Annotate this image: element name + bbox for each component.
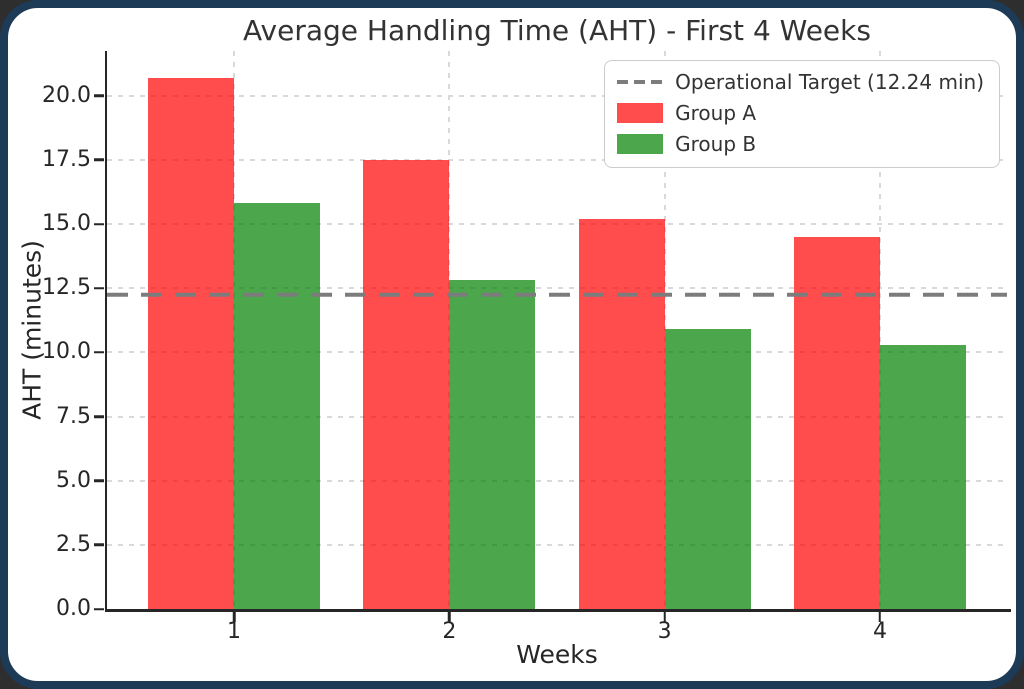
y-tick-mark xyxy=(94,158,104,162)
bar-group-a-week-2 xyxy=(363,159,450,609)
bar-group-a-week-1 xyxy=(147,77,235,609)
bar-group-b-week-2 xyxy=(449,280,536,609)
y-tick-mark xyxy=(94,94,104,97)
horizontal-gridline xyxy=(107,543,1007,546)
y-tick-label: 10.0 xyxy=(42,339,91,365)
y-axis-spine xyxy=(104,51,107,612)
bar-group-b-week-3 xyxy=(664,329,751,609)
y-axis-label: AHT (minutes) xyxy=(17,240,47,420)
horizontal-gridline xyxy=(107,479,1007,482)
x-tick-label: 4 xyxy=(872,619,887,644)
y-tick-label: 12.5 xyxy=(42,275,91,301)
y-tick-label: 0.0 xyxy=(56,596,91,621)
legend: Operational Target (12.24 min) Group A G… xyxy=(604,60,1000,168)
y-tick-mark xyxy=(94,607,104,611)
y-tick-label: 7.5 xyxy=(56,403,91,429)
horizontal-gridline xyxy=(107,415,1007,418)
y-tick-mark xyxy=(94,543,104,547)
group-a-swatch-icon xyxy=(617,103,664,123)
y-tick-mark xyxy=(94,222,104,226)
target-line xyxy=(107,293,1007,297)
legend-label-group-b: Group B xyxy=(675,132,757,156)
y-tick-mark xyxy=(94,415,104,418)
x-tick-mark xyxy=(878,612,882,622)
x-tick-mark xyxy=(448,612,451,622)
bar-group-a-week-3 xyxy=(578,218,665,609)
vertical-gridline xyxy=(878,51,881,609)
bar-group-a-week-4 xyxy=(793,236,880,609)
y-tick-mark xyxy=(94,351,104,354)
y-tick-label: 20.0 xyxy=(42,82,91,108)
x-tick-mark xyxy=(663,612,666,622)
horizontal-gridline xyxy=(107,223,1007,225)
horizontal-gridline xyxy=(107,351,1007,354)
chart-title: Average Handling Time (AHT) - First 4 We… xyxy=(243,14,871,47)
horizontal-gridline xyxy=(107,287,1007,290)
bar-group-b-week-1 xyxy=(234,203,321,609)
legend-label-target: Operational Target (12.24 min) xyxy=(675,70,984,94)
x-tick-label: 2 xyxy=(442,619,457,644)
x-axis-spine xyxy=(104,609,1011,612)
horizontal-gridline xyxy=(107,158,1007,161)
x-tick-label: 3 xyxy=(657,619,672,644)
plot-area: Operational Target (12.24 min) Group A G… xyxy=(42,51,1011,643)
group-b-swatch-icon xyxy=(617,134,664,154)
x-axis-label: Weeks xyxy=(516,640,598,669)
x-tick-label: 1 xyxy=(227,619,242,644)
legend-item-group-b: Group B xyxy=(617,132,984,156)
dashed-line-sample-icon xyxy=(617,80,664,84)
y-tick-label: 15.0 xyxy=(42,211,91,236)
x-tick-mark xyxy=(232,612,236,622)
horizontal-gridline xyxy=(107,94,1007,97)
legend-label-group-a: Group A xyxy=(675,101,757,125)
y-tick-label: 17.5 xyxy=(42,146,91,172)
bar-group-b-week-4 xyxy=(879,344,967,609)
y-tick-label: 5.0 xyxy=(56,467,91,493)
y-tick-mark xyxy=(94,286,104,290)
legend-item-target: Operational Target (12.24 min) xyxy=(617,70,984,94)
y-tick-mark xyxy=(94,479,104,482)
legend-item-group-a: Group A xyxy=(617,101,984,125)
y-tick-label: 2.5 xyxy=(56,531,91,557)
